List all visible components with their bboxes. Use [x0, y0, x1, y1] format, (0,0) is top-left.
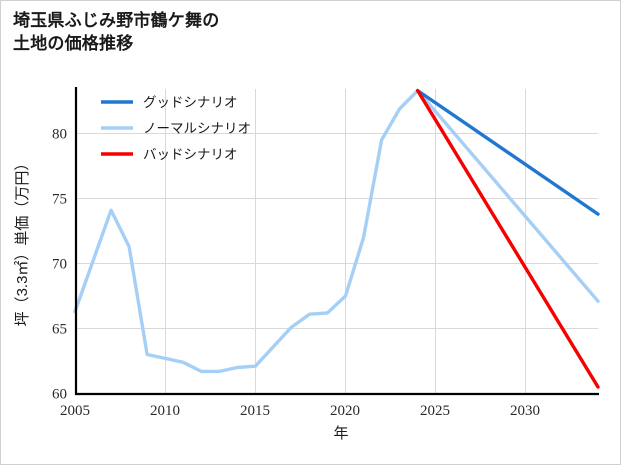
legend-label-bad: バッドシナリオ [143, 147, 238, 162]
y-tick-label: 80 [52, 127, 67, 143]
legend-label-good: グッドシナリオ [143, 95, 238, 110]
axis-spines [74, 87, 599, 396]
x-tick-label: 2030 [510, 403, 540, 419]
series-line-normal [73, 88, 600, 374]
x-axis-tick-labels: 2005 2010 2015 2020 2025 2030 [60, 403, 540, 419]
x-tick-label: 2015 [240, 403, 270, 419]
y-tick-label: 75 [52, 192, 67, 208]
x-axis-title: 年 [333, 425, 348, 442]
data-series-group [73, 88, 600, 389]
series-line-bad [415, 88, 600, 389]
legend-item-normal[interactable]: ノーマルシナリオ [101, 121, 251, 136]
chart-legend: グッドシナリオ ノーマルシナリオ バッドシナリオ [101, 95, 251, 162]
x-tick-label: 2025 [420, 403, 450, 419]
x-tick-label: 2020 [330, 403, 360, 419]
legend-item-bad[interactable]: バッドシナリオ [101, 147, 238, 162]
legend-label-normal: ノーマルシナリオ [143, 121, 251, 136]
y-tick-label: 70 [52, 257, 67, 273]
y-tick-label: 60 [52, 387, 67, 403]
y-axis-title: 坪（3.3㎡）単価（万円） [14, 156, 31, 327]
x-tick-label: 2010 [150, 403, 180, 419]
y-tick-label: 65 [52, 322, 67, 338]
page-title: 埼玉県ふじみ野市鶴ケ舞の 土地の価格推移 [13, 11, 220, 54]
legend-item-good[interactable]: グッドシナリオ [101, 95, 238, 110]
series-line-good [415, 88, 600, 216]
x-tick-label: 2005 [60, 403, 90, 419]
y-axis-tick-labels: 80 75 70 65 60 [52, 127, 67, 403]
